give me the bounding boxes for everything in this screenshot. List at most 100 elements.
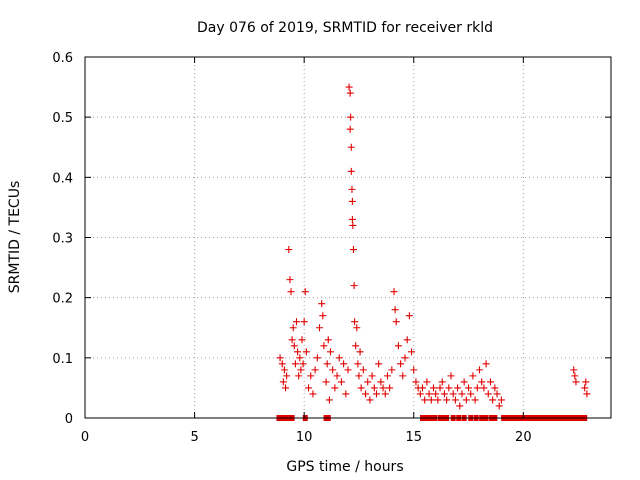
data-point bbox=[467, 390, 475, 398]
data-point bbox=[462, 396, 470, 404]
data-point bbox=[347, 167, 355, 175]
data-point bbox=[399, 372, 407, 380]
data-point bbox=[370, 384, 378, 392]
y-tick-label: 0 bbox=[65, 412, 73, 427]
data-point bbox=[324, 336, 332, 344]
data-point bbox=[309, 390, 317, 398]
data-point bbox=[316, 324, 324, 332]
data-point bbox=[282, 384, 290, 392]
data-point bbox=[364, 378, 372, 386]
data-point bbox=[388, 366, 396, 374]
data-point bbox=[318, 300, 326, 308]
data-point bbox=[366, 396, 374, 404]
data-point bbox=[405, 312, 413, 320]
data-point bbox=[381, 390, 389, 398]
data-point bbox=[493, 390, 501, 398]
data-point bbox=[285, 246, 293, 254]
data-point bbox=[401, 354, 409, 362]
data-point bbox=[451, 396, 459, 404]
x-axis-label: GPS time / hours bbox=[286, 459, 403, 475]
data-point bbox=[342, 390, 350, 398]
series-0 bbox=[276, 83, 591, 410]
data-point bbox=[276, 354, 284, 362]
data-point bbox=[325, 396, 333, 404]
data-point bbox=[427, 396, 435, 404]
data-point bbox=[489, 396, 497, 404]
data-point bbox=[421, 396, 429, 404]
axis-ticks: 0 5 10 15 20 0 0.1 0.2 0.3 0.4 0.5 0.6 bbox=[52, 51, 611, 445]
data-point bbox=[445, 384, 453, 392]
data-point bbox=[469, 372, 477, 380]
data-point bbox=[279, 378, 287, 386]
data-point bbox=[443, 396, 451, 404]
data-point bbox=[292, 318, 300, 326]
data-point bbox=[348, 215, 356, 223]
data-point bbox=[486, 378, 494, 386]
data-point bbox=[478, 378, 486, 386]
data-point bbox=[570, 366, 578, 374]
data-point bbox=[353, 324, 361, 332]
x-tick-label: 0 bbox=[81, 430, 89, 445]
y-tick-label: 0.5 bbox=[52, 111, 73, 126]
data-point bbox=[348, 197, 356, 205]
data-point bbox=[337, 378, 345, 386]
data-point bbox=[295, 372, 303, 380]
data-point bbox=[291, 360, 299, 368]
data-point bbox=[412, 378, 420, 386]
data-point bbox=[298, 336, 306, 344]
data-point bbox=[379, 384, 387, 392]
data-point bbox=[583, 390, 591, 398]
data-point bbox=[372, 390, 380, 398]
data-point bbox=[408, 348, 416, 356]
data-point bbox=[349, 246, 357, 254]
plot-frame bbox=[84, 56, 612, 419]
data-point bbox=[348, 185, 356, 193]
data-point bbox=[329, 366, 337, 374]
data-point bbox=[331, 384, 339, 392]
data-point bbox=[354, 360, 362, 368]
y-tick-label: 0.4 bbox=[52, 171, 73, 186]
data-point bbox=[346, 125, 354, 133]
data-point bbox=[449, 390, 457, 398]
data-point bbox=[340, 360, 348, 368]
data-point bbox=[350, 282, 358, 290]
data-point bbox=[432, 390, 440, 398]
data-point bbox=[362, 390, 370, 398]
data-point bbox=[572, 378, 580, 386]
data-point bbox=[429, 384, 437, 392]
data-point bbox=[438, 378, 446, 386]
y-tick-label: 0.2 bbox=[52, 292, 73, 307]
data-point bbox=[300, 318, 308, 326]
data-point bbox=[297, 366, 305, 374]
data-point bbox=[386, 384, 394, 392]
x-tick-label: 5 bbox=[190, 430, 198, 445]
data-point bbox=[301, 288, 309, 296]
data-point bbox=[305, 384, 313, 392]
data-point bbox=[333, 372, 341, 380]
x-tick-label: 15 bbox=[405, 430, 422, 445]
data-point bbox=[392, 318, 400, 326]
data-point bbox=[307, 372, 315, 380]
data-point bbox=[397, 360, 405, 368]
data-point bbox=[319, 312, 327, 320]
y-tick-label: 0.1 bbox=[52, 352, 73, 367]
data-point bbox=[482, 360, 490, 368]
data-point bbox=[345, 83, 353, 91]
data-point bbox=[440, 390, 448, 398]
data-point bbox=[357, 384, 365, 392]
data-point bbox=[280, 366, 288, 374]
data-marks bbox=[276, 83, 591, 421]
data-point bbox=[419, 384, 427, 392]
data-point bbox=[434, 396, 442, 404]
data-point bbox=[347, 113, 355, 121]
data-point bbox=[355, 372, 363, 380]
data-point bbox=[403, 336, 411, 344]
data-point bbox=[347, 143, 355, 151]
data-point bbox=[351, 318, 359, 326]
data-point bbox=[375, 360, 383, 368]
data-point bbox=[456, 402, 464, 410]
data-point bbox=[423, 378, 431, 386]
grid-lines bbox=[85, 57, 611, 418]
data-point bbox=[286, 276, 294, 284]
